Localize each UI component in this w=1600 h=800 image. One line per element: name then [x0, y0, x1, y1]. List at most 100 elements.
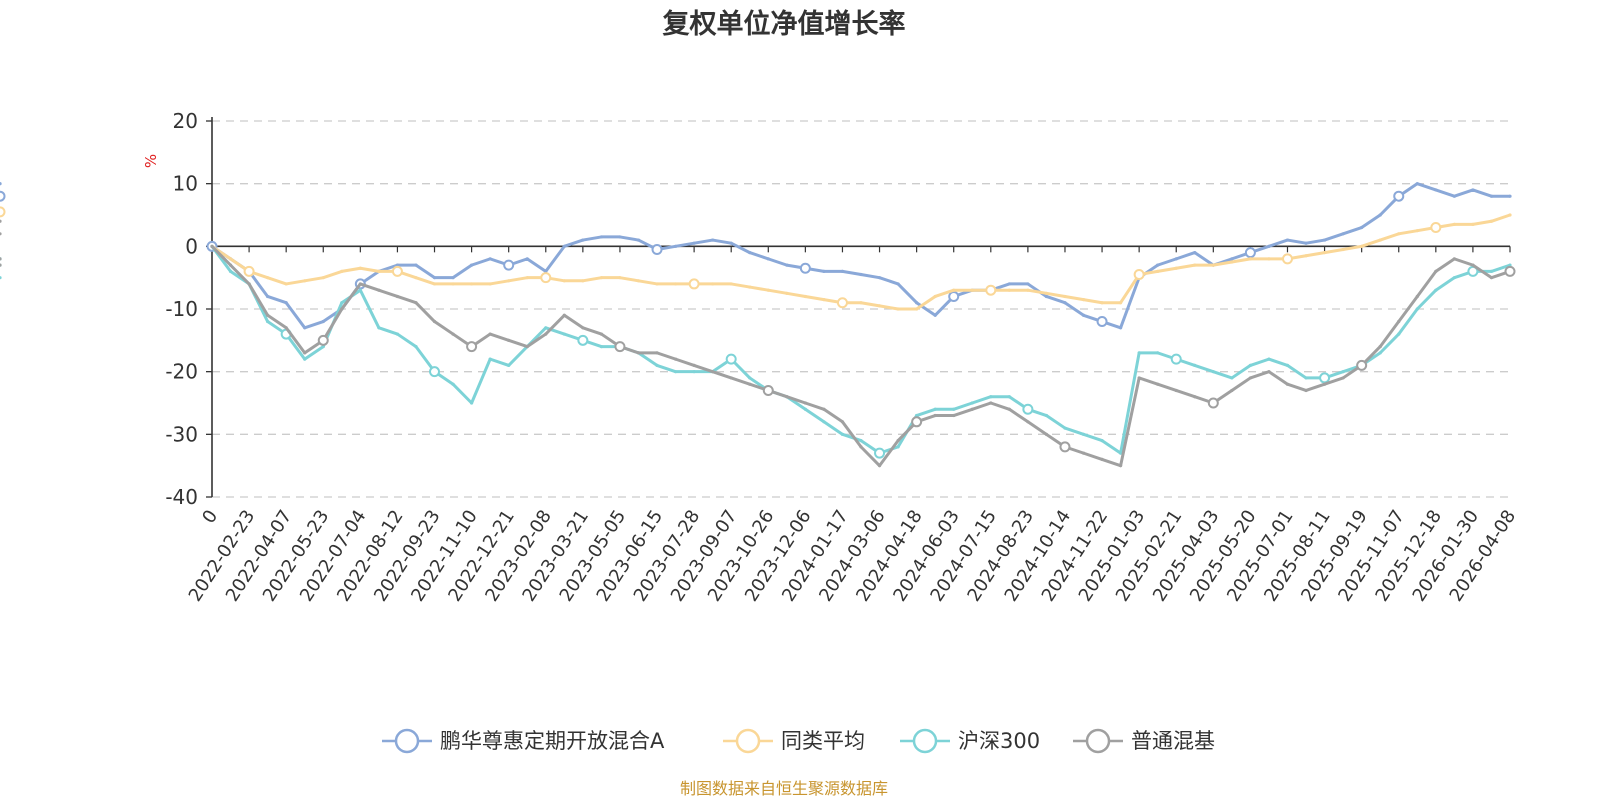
axes — [211, 117, 1510, 497]
data-point — [877, 276, 882, 280]
data-point — [748, 382, 752, 386]
legend-item-label[interactable]: 鹏华尊惠定期开放混合A — [440, 729, 665, 753]
data-point — [0, 257, 2, 261]
series-marker — [0, 190, 6, 202]
data-point — [803, 407, 807, 411]
data-point — [915, 413, 919, 418]
data-point — [507, 363, 511, 367]
series-marker — [0, 206, 6, 218]
data-point — [636, 238, 641, 242]
data-point — [933, 313, 937, 317]
data-point — [1267, 357, 1271, 361]
data-point — [748, 285, 752, 289]
data-point — [766, 257, 770, 261]
data-source-note: 制图数据来自恒生聚源数据库 — [680, 779, 888, 798]
data-point — [395, 263, 400, 267]
series-line — [211, 213, 1511, 311]
data-point — [1341, 370, 1345, 374]
data-point — [1304, 376, 1308, 380]
data-point — [952, 413, 956, 418]
data-point — [1304, 241, 1308, 245]
data-point — [1026, 420, 1030, 424]
series-line — [210, 245, 1511, 468]
data-point — [1452, 257, 1456, 261]
data-point — [1508, 194, 1512, 198]
data-point — [1378, 213, 1382, 217]
data-point — [859, 301, 863, 305]
data-point — [488, 257, 492, 261]
legend-circle-icon — [912, 728, 938, 754]
data-point — [395, 332, 400, 336]
y-tick-label: -30 — [165, 422, 198, 446]
data-point — [395, 294, 400, 299]
data-point — [1044, 432, 1049, 436]
data-point — [1434, 288, 1438, 292]
series-marker — [466, 341, 478, 353]
series-marker — [948, 290, 960, 302]
data-point — [0, 263, 2, 267]
data-point — [581, 279, 585, 283]
data-point — [414, 301, 418, 305]
legend-item-label[interactable]: 同类平均 — [781, 729, 865, 753]
data-point — [785, 291, 789, 295]
data-point — [1267, 244, 1271, 248]
data-point — [1452, 276, 1456, 280]
data-point — [859, 445, 863, 449]
data-point — [859, 439, 863, 443]
data-point — [729, 241, 733, 245]
series-marker — [1133, 269, 1145, 281]
legend-item-label[interactable]: 沪深300 — [958, 729, 1040, 753]
data-point — [284, 326, 288, 330]
x-tick-label: 0 — [198, 506, 222, 527]
data-point — [1434, 269, 1438, 273]
series-marker — [1281, 253, 1293, 265]
series-marker — [1319, 372, 1331, 384]
series-marker — [1022, 403, 1034, 415]
data-point — [451, 282, 455, 286]
data-point — [303, 326, 307, 330]
series-marker — [836, 297, 848, 309]
data-point — [1471, 222, 1475, 226]
data-point — [952, 407, 956, 411]
data-point — [1322, 251, 1327, 255]
data-point — [989, 395, 993, 399]
data-point — [599, 235, 604, 239]
data-point — [488, 282, 492, 286]
y-axis-ticks: 20 10 0 -10 -20 -30 -40 — [165, 109, 212, 509]
data-point — [803, 294, 807, 299]
data-point — [618, 276, 622, 280]
series-marker — [577, 334, 589, 346]
data-point — [599, 276, 604, 280]
data-point — [0, 232, 2, 236]
data-point — [1026, 288, 1030, 292]
data-point — [1341, 376, 1345, 380]
data-point — [1100, 457, 1104, 461]
data-point — [1156, 263, 1160, 267]
data-point — [1156, 382, 1160, 386]
data-point — [655, 351, 659, 355]
data-point — [599, 345, 604, 349]
data-point — [284, 282, 288, 286]
data-point — [822, 407, 826, 411]
data-point — [544, 326, 548, 330]
data-point — [0, 276, 2, 280]
data-point — [1174, 257, 1178, 261]
legend[interactable]: 鹏华尊惠定期开放混合A 同类平均 沪深300 普通混基 — [382, 728, 1215, 754]
data-point — [1434, 188, 1438, 192]
data-point — [970, 401, 974, 405]
data-point — [562, 313, 566, 317]
data-point — [970, 407, 974, 411]
data-point — [1341, 232, 1345, 236]
data-point — [284, 301, 288, 305]
legend-item-label[interactable]: 普通混基 — [1131, 729, 1215, 753]
series-marker — [1096, 316, 1108, 328]
data-point — [470, 282, 474, 286]
legend-circle-icon — [394, 728, 420, 754]
data-point — [1230, 260, 1234, 264]
data-point — [1285, 382, 1290, 386]
data-point — [1304, 254, 1308, 258]
data-point — [266, 276, 270, 280]
data-point — [525, 345, 529, 349]
data-point — [1397, 319, 1401, 324]
data-point — [1471, 263, 1475, 267]
